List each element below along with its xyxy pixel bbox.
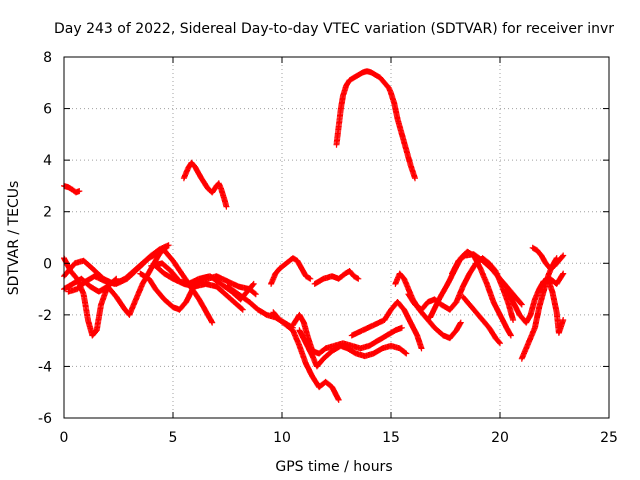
point-marks: [152, 262, 246, 313]
series-arc-2: [180, 159, 230, 210]
x-axis-label: GPS time / hours: [275, 459, 392, 475]
y-axis-label: SDTVAR / TECUs: [6, 181, 22, 296]
x-tick-label: 10: [273, 430, 291, 446]
series-arc-10: [161, 247, 216, 326]
point-marks: [268, 255, 314, 287]
point-marks: [161, 247, 216, 326]
y-tick-label: 2: [43, 205, 52, 221]
point-marks: [540, 275, 567, 336]
x-tick-label: 15: [382, 430, 400, 446]
series-arc-3: [333, 68, 418, 182]
point-marks: [65, 244, 168, 295]
data-series: [61, 68, 567, 403]
y-tick-label: 0: [43, 256, 52, 272]
y-tick-label: 8: [43, 50, 52, 66]
x-tick-label: 5: [169, 430, 178, 446]
series-arc-18: [348, 299, 425, 352]
grid: [64, 57, 609, 418]
series-arc-23: [459, 293, 503, 347]
y-tick-label: -4: [38, 359, 52, 375]
point-marks: [333, 68, 418, 182]
series-arc-26: [529, 244, 567, 272]
series-arc-21: [427, 248, 514, 339]
y-tick-label: 4: [43, 153, 52, 169]
y-tick-label: 6: [43, 102, 52, 118]
plot-frame: [63, 56, 610, 419]
point-marks: [529, 244, 567, 272]
point-marks: [296, 327, 410, 370]
point-marks: [270, 309, 342, 403]
series-arc-11: [152, 262, 246, 313]
axis-ticks: 0 5 10 15 20 25 -6 -4 -2 0 2 4 6 8: [38, 50, 618, 446]
x-tick-label: 25: [600, 430, 618, 446]
y-tick-label: -2: [38, 308, 52, 324]
series-arc-15: [270, 309, 342, 403]
series-arc-7: [65, 244, 168, 295]
point-marks: [348, 299, 425, 352]
series-arc-13: [268, 255, 314, 287]
chart-title: Day 243 of 2022, Sidereal Day-to-day VTE…: [54, 21, 614, 37]
point-marks: [459, 293, 503, 347]
series-arc-17: [296, 327, 410, 370]
point-marks: [180, 159, 230, 210]
series-arc-14: [311, 268, 362, 287]
point-marks: [427, 248, 514, 339]
series-arc-27: [540, 275, 567, 336]
y-tick-label: -6: [38, 411, 52, 427]
point-marks: [311, 268, 362, 287]
x-tick-label: 0: [60, 430, 69, 446]
x-tick-label: 20: [491, 430, 509, 446]
